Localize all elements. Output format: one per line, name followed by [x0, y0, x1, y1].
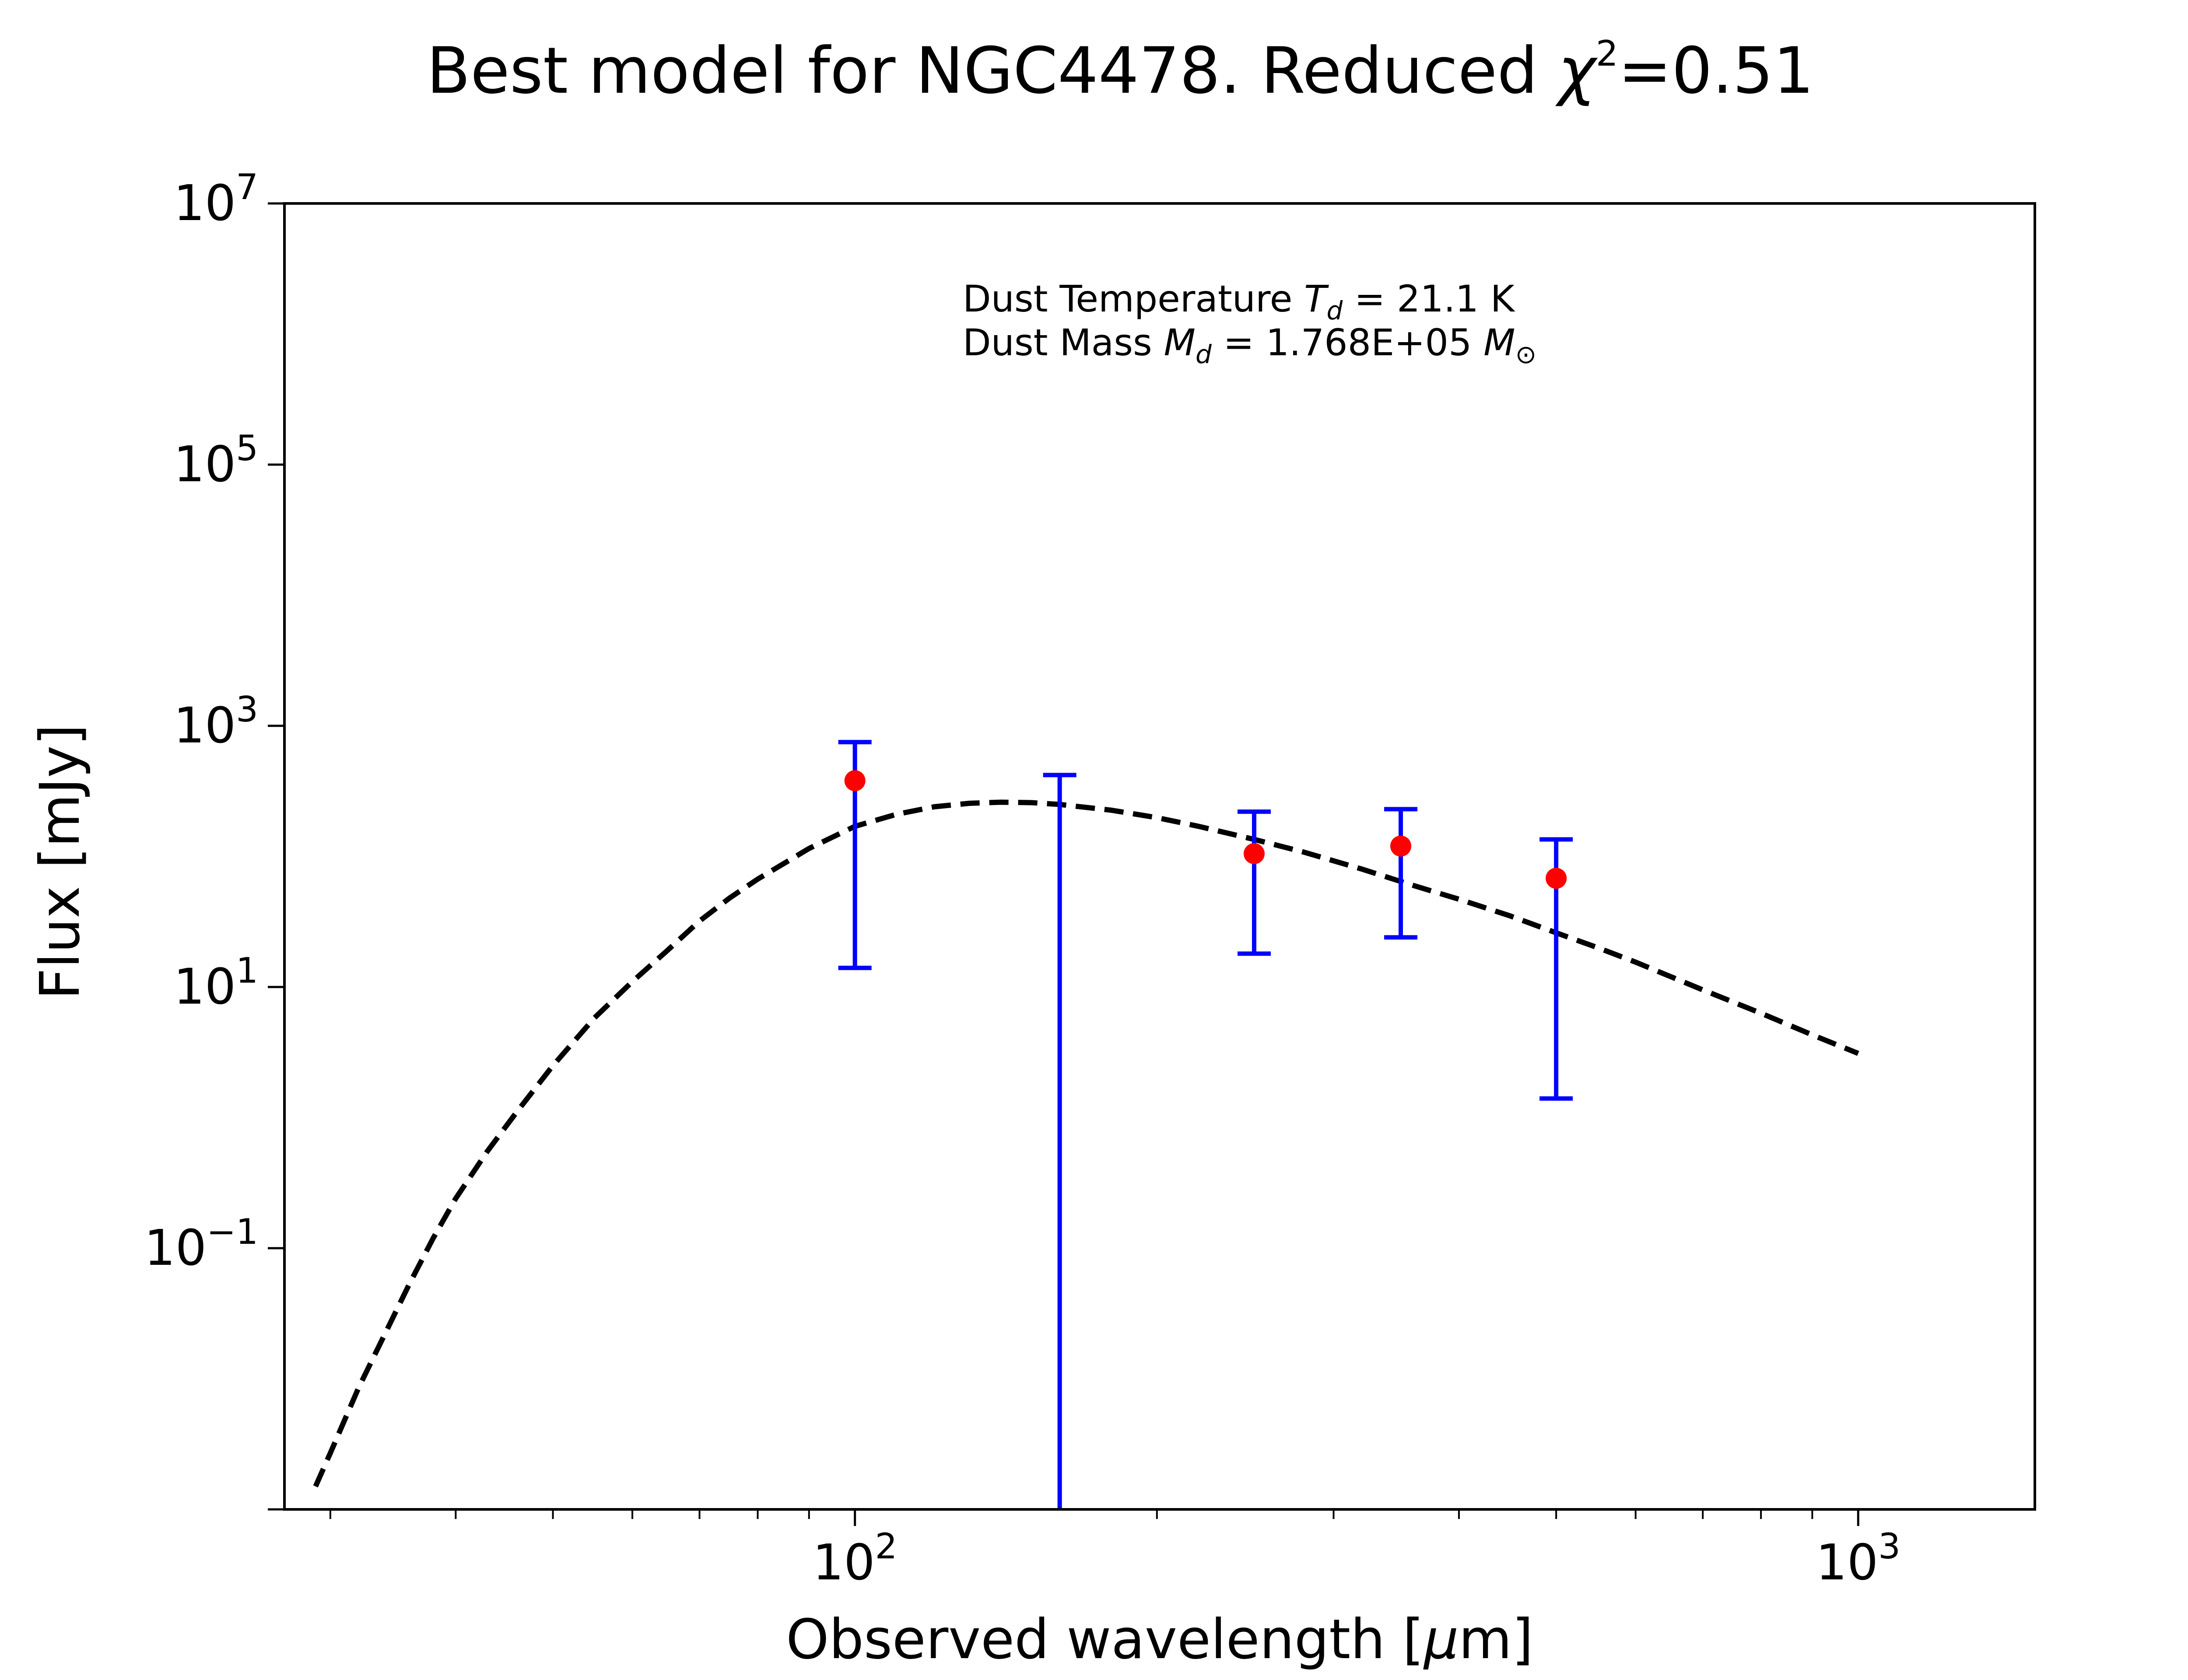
x-label-mu: μ [1423, 1608, 1459, 1671]
chart-title: Best model for NGC4478. Reduced χ2=0.51 [427, 33, 1814, 108]
y-tick-label-2: 103 [174, 689, 258, 754]
axis-ticks: 102 103 10−1 101 103 105 107 [144, 167, 1900, 1591]
y-tick-label-3: 105 [174, 428, 258, 493]
y-axis-label-text: Flux [mJy] [28, 724, 92, 1000]
x-label-prefix: Observed wavelength [ [786, 1608, 1424, 1671]
data-point-2 [1243, 843, 1265, 864]
error-bar-1 [1043, 773, 1076, 1509]
dust-temperature-value: = 21.1 K [1343, 277, 1515, 320]
dust-temperature-text: Dust Temperature Td = 21.1 K [963, 277, 1515, 326]
title-chi-exponent: 2 [1596, 33, 1618, 74]
dust-mass-symbol: M [1164, 321, 1196, 364]
chart-title-text: Best model for NGC4478. Reduced χ2=0.51 [427, 33, 1814, 108]
model-curve [313, 799, 1859, 1488]
dust-mass-text: Dust Mass Md = 1.768E+05 M⊙ [963, 321, 1536, 369]
x-label-suffix: m] [1459, 1608, 1533, 1671]
data-points-layer [844, 770, 1567, 889]
error-bar-2 [1237, 809, 1271, 956]
y-axis-label: Flux [mJy] [28, 724, 92, 1000]
plot-frame [283, 202, 2036, 1511]
dust-mass-value: = 1.768E+05 [1212, 321, 1483, 364]
dust-mass-unit-symbol: M [1483, 321, 1515, 364]
x-axis-label-text: Observed wavelength [μm] [786, 1608, 1533, 1671]
dust-mass-subscript: d [1196, 340, 1212, 369]
dust-mass-prefix: Dust Mass [963, 321, 1164, 364]
data-point-4 [1546, 868, 1567, 889]
plot-area: 102 103 10−1 101 103 105 107 [144, 167, 2036, 1591]
title-chi-symbol: χ [1555, 34, 1598, 108]
fit-annotation: Dust Temperature Td = 21.1 K Dust Mass M… [963, 277, 1536, 369]
error-bar-3 [1384, 807, 1418, 940]
dust-mass-unit-subscript: ⊙ [1515, 340, 1537, 369]
y-tick-label-0: 10−1 [144, 1211, 258, 1277]
model-curve-layer [313, 799, 1859, 1488]
x-tick-label-1: 103 [1816, 1526, 1900, 1591]
y-tick-label-1: 101 [174, 950, 258, 1015]
dust-temperature-prefix: Dust Temperature [963, 277, 1304, 320]
data-point-3 [1390, 835, 1412, 857]
data-point-0 [844, 770, 866, 791]
dust-temperature-subscript: d [1326, 296, 1343, 326]
y-tick-label-4: 107 [174, 167, 258, 232]
title-prefix: Best model for NGC4478. Reduced [427, 34, 1558, 108]
x-axis-label: Observed wavelength [μm] [786, 1608, 1533, 1671]
dust-temperature-symbol: T [1304, 277, 1329, 320]
title-suffix: =0.51 [1618, 34, 1814, 108]
x-tick-label-0: 102 [813, 1526, 897, 1591]
error-bars-layer [838, 740, 1573, 1509]
